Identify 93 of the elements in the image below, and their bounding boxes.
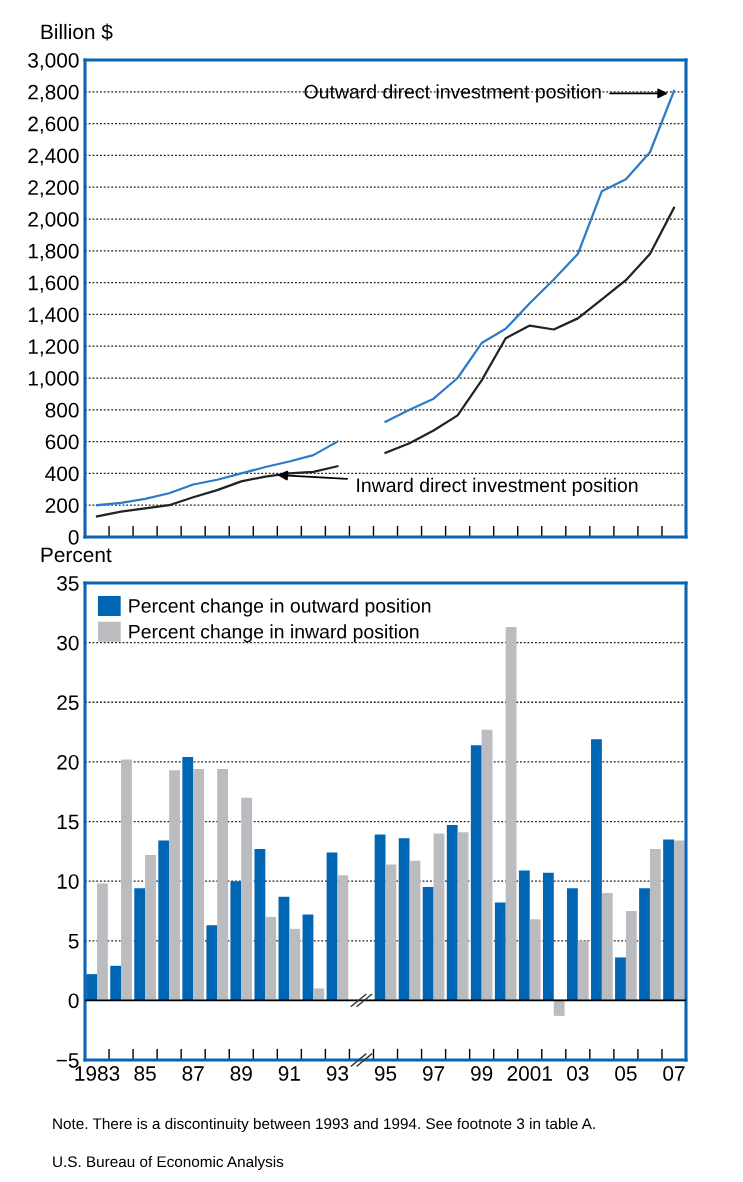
y-tick-label: 1,400 [28, 307, 79, 325]
bar [446, 825, 458, 1001]
bar [529, 919, 541, 1001]
x-tick-label: 03 [567, 1066, 589, 1081]
bar [254, 848, 266, 1001]
bar [615, 957, 626, 1001]
bar [601, 893, 613, 1001]
x-tick-label: 85 [134, 1066, 156, 1081]
y-tick-label: 2,400 [28, 148, 79, 166]
bar [145, 854, 156, 1001]
bar [97, 883, 108, 1001]
bar [217, 769, 229, 1001]
x-tick-label: 05 [615, 1066, 637, 1081]
bar [230, 881, 242, 1001]
bar [134, 888, 146, 1001]
y-tick-label: 1,600 [28, 275, 79, 293]
y-tick-label: 30 [57, 635, 79, 651]
y-tick-label: 2,000 [28, 212, 79, 230]
bar [206, 925, 218, 1001]
bar [278, 896, 290, 1001]
y-tick-label: 20 [57, 754, 79, 770]
bar [470, 745, 482, 1001]
bar [494, 902, 506, 1001]
x-tick-label: 95 [374, 1066, 397, 1081]
bar [193, 769, 204, 1001]
bar [649, 848, 661, 1001]
bar [169, 770, 180, 1001]
y-tick-label: 5 [68, 933, 79, 949]
y-tick-label: 200 [45, 498, 79, 513]
bar [553, 1000, 565, 1016]
bar [302, 914, 314, 1001]
bar [158, 840, 170, 1001]
legend-label: Percent change in inward position [129, 624, 419, 643]
bar [422, 887, 434, 1001]
y-tick-label: 10 [57, 874, 79, 889]
text: U.S. Bureau of Economic Analysis [53, 1155, 284, 1171]
bar [326, 852, 338, 1001]
y-tick-label: 15 [57, 814, 79, 830]
bar [265, 916, 277, 1001]
bar [639, 888, 650, 1001]
bar [542, 872, 554, 1001]
y-tick-label: 0 [68, 993, 79, 1009]
bar [518, 870, 530, 1001]
bar [398, 838, 410, 1001]
y-tick-label: 1,200 [28, 339, 79, 357]
bar [577, 940, 589, 1001]
text: Note. There is a discontinuity between 1993 and 1994. See footnote 3 in table A. [53, 1117, 595, 1133]
bar [567, 888, 578, 1001]
bar [505, 627, 517, 1001]
y-axis-title: Percent [41, 547, 112, 563]
y-tick-label: 600 [45, 434, 79, 450]
x-tick-label: 87 [182, 1066, 204, 1081]
bar [182, 757, 194, 1001]
y-tick-label: 3,000 [28, 53, 79, 71]
bar [121, 759, 132, 1001]
bar [374, 834, 386, 1001]
x-tick-label: 2001 [507, 1066, 552, 1081]
y-tick-label: 25 [57, 695, 79, 710]
y-tick-label: 800 [45, 402, 79, 418]
y-tick-label: 1,000 [28, 371, 79, 389]
y-tick-label: 35 [57, 576, 79, 591]
y-tick-label: 0 [68, 530, 79, 545]
annotation: Outward direct investment position [304, 84, 601, 103]
bar [625, 910, 637, 1001]
x-tick-label: 1983 [75, 1066, 120, 1081]
x-tick-label: 91 [278, 1066, 300, 1081]
x-tick-label: 97 [422, 1066, 445, 1081]
y-tick-label: 400 [45, 466, 79, 482]
bar [663, 839, 674, 1001]
bar [241, 797, 253, 1001]
x-tick-label: 89 [230, 1066, 252, 1081]
bar [385, 864, 397, 1001]
x-tick-label: 93 [326, 1066, 349, 1081]
bar [409, 860, 421, 1001]
y-axis-title: Billion $ [41, 23, 113, 41]
y-tick-label: −5 [56, 1053, 79, 1068]
bar [110, 965, 122, 1001]
y-tick-label: 1,800 [28, 243, 79, 262]
x-tick-label: 07 [663, 1066, 685, 1081]
y-tick-label: 2,200 [28, 180, 79, 198]
bar [591, 739, 602, 1001]
bar [289, 928, 301, 1001]
bar [433, 833, 445, 1001]
bar [481, 729, 493, 1001]
legend-label: Percent change in outward position [129, 598, 431, 617]
bar [313, 988, 325, 1001]
y-tick-label: 2,600 [28, 116, 79, 134]
annotation: Inward direct investment position [357, 477, 638, 496]
bar [457, 832, 469, 1001]
y-tick-label: 2,800 [28, 84, 79, 103]
bar [337, 875, 349, 1001]
x-tick-label: 99 [471, 1066, 493, 1081]
bar [673, 840, 685, 1001]
